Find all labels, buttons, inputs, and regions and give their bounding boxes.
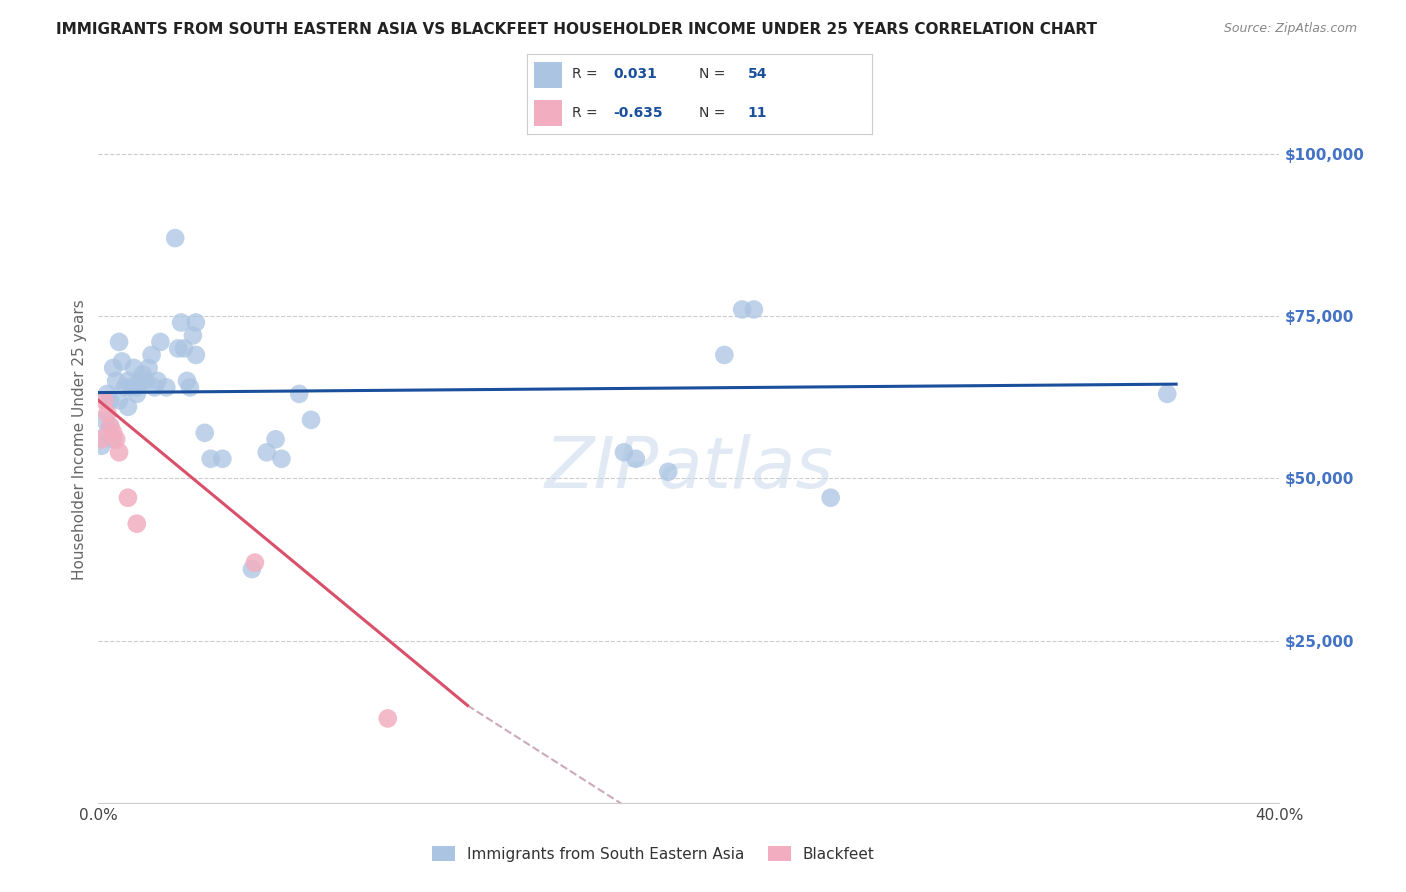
Point — [125, 387, 148, 401]
Point — [111, 354, 134, 368]
Point — [713, 348, 735, 362]
Text: -0.635: -0.635 — [613, 106, 664, 120]
Point — [117, 374, 139, 388]
Point — [820, 491, 842, 505]
Point — [240, 562, 263, 576]
Point — [243, 556, 266, 570]
Point — [98, 419, 121, 434]
Point — [143, 380, 166, 394]
Point — [98, 419, 121, 434]
Y-axis label: Householder Income Under 25 years: Householder Income Under 25 years — [72, 299, 87, 580]
FancyBboxPatch shape — [534, 62, 562, 87]
Point — [96, 425, 118, 440]
Point — [103, 360, 125, 375]
Text: 0.031: 0.031 — [613, 68, 657, 81]
Point — [613, 445, 636, 459]
Point — [135, 374, 157, 388]
Point — [125, 380, 148, 394]
Point — [194, 425, 217, 440]
Point — [264, 432, 287, 446]
Point — [742, 302, 765, 317]
Point — [128, 374, 150, 388]
Point — [211, 451, 233, 466]
Point — [96, 406, 118, 420]
Point — [731, 302, 754, 317]
Point — [105, 432, 128, 446]
Point — [270, 451, 292, 466]
Point — [167, 342, 190, 356]
Point — [103, 425, 125, 440]
Point — [132, 368, 155, 382]
Point — [146, 374, 169, 388]
Point — [103, 432, 125, 446]
Point — [141, 348, 163, 362]
Point — [120, 380, 142, 394]
Point — [98, 393, 121, 408]
Point — [138, 360, 160, 375]
Point — [184, 348, 207, 362]
Text: R =: R = — [572, 68, 598, 81]
Point — [173, 342, 195, 356]
Point — [165, 231, 187, 245]
Point — [181, 328, 204, 343]
Point — [624, 451, 647, 466]
Point — [377, 711, 399, 725]
Point — [149, 334, 172, 349]
Text: ZIPatlas: ZIPatlas — [544, 434, 834, 503]
Point — [155, 380, 177, 394]
Text: N =: N = — [700, 68, 725, 81]
Point — [93, 413, 115, 427]
Point — [90, 432, 112, 446]
Point — [299, 413, 322, 427]
Point — [657, 465, 679, 479]
Text: N =: N = — [700, 106, 725, 120]
Point — [125, 516, 148, 531]
Point — [1156, 387, 1178, 401]
Point — [108, 334, 131, 349]
Point — [93, 393, 115, 408]
Point — [176, 374, 198, 388]
Point — [184, 316, 207, 330]
Point — [96, 387, 118, 401]
FancyBboxPatch shape — [534, 100, 562, 126]
Point — [108, 445, 131, 459]
Point — [117, 400, 139, 414]
Point — [170, 316, 193, 330]
Legend: Immigrants from South Eastern Asia, Blackfeet: Immigrants from South Eastern Asia, Blac… — [426, 839, 880, 868]
Point — [288, 387, 311, 401]
Point — [122, 360, 145, 375]
Point — [179, 380, 201, 394]
Point — [256, 445, 278, 459]
Point — [117, 491, 139, 505]
Point — [200, 451, 222, 466]
Point — [114, 380, 136, 394]
Point — [105, 374, 128, 388]
Text: Source: ZipAtlas.com: Source: ZipAtlas.com — [1223, 22, 1357, 36]
Point — [90, 439, 112, 453]
Text: 54: 54 — [748, 68, 768, 81]
Text: R =: R = — [572, 106, 598, 120]
Text: IMMIGRANTS FROM SOUTH EASTERN ASIA VS BLACKFEET HOUSEHOLDER INCOME UNDER 25 YEAR: IMMIGRANTS FROM SOUTH EASTERN ASIA VS BL… — [56, 22, 1097, 37]
Text: 11: 11 — [748, 106, 768, 120]
Point — [108, 393, 131, 408]
